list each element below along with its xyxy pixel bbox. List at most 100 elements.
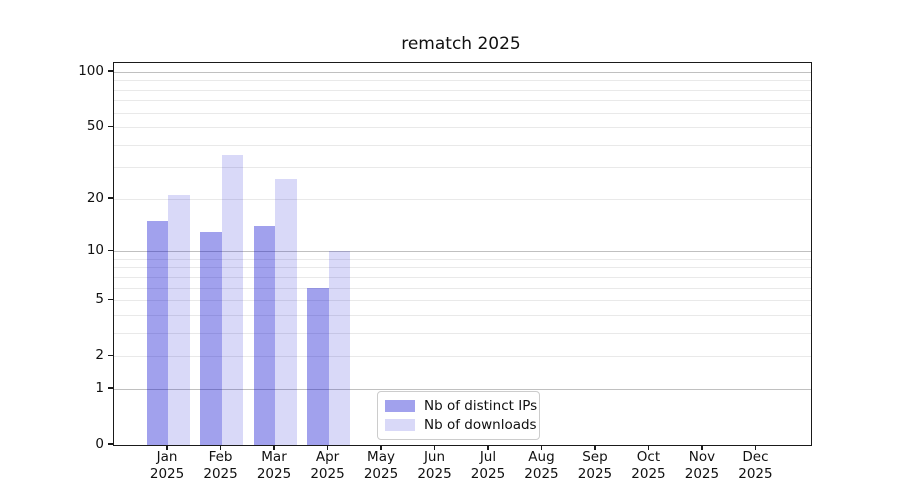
y-tick-label: 20	[86, 189, 104, 206]
minor-gridline	[113, 198, 811, 200]
x-tick-year: 2025	[524, 465, 559, 482]
x-tick-year: 2025	[577, 465, 613, 482]
x-tick-mark	[219, 445, 222, 450]
y-tick-mark	[107, 298, 113, 300]
x-tick-month: Oct	[636, 449, 661, 465]
x-tick-label: May 2025	[351, 449, 411, 482]
x-tick-year: 2025	[417, 465, 452, 482]
minor-gridline	[113, 100, 811, 102]
x-tick-year: 2025	[684, 465, 720, 482]
x-tick-mark	[433, 445, 436, 450]
chart-title: rematch 2025	[401, 34, 521, 54]
x-tick-month: May	[367, 449, 395, 465]
x-tick-year: 2025	[470, 465, 506, 482]
x-tick-month: Dec	[742, 449, 769, 465]
bar-downloads-jan	[168, 195, 190, 445]
x-tick-month: Apr	[315, 449, 340, 465]
y-tick-label: 1	[95, 379, 104, 396]
x-tick-mark	[754, 445, 757, 450]
y-tick-mark	[107, 387, 113, 389]
x-tick-year: 2025	[363, 465, 399, 482]
x-tick-year: 2025	[738, 465, 773, 482]
x-tick-year: 2025	[203, 465, 238, 482]
legend-label: Nb of downloads	[424, 416, 537, 433]
x-tick-mark	[166, 445, 168, 450]
x-tick-label: Feb 2025	[191, 449, 251, 482]
x-tick-label: Jul 2025	[458, 449, 518, 482]
x-tick-mark	[701, 445, 703, 450]
minor-gridline	[113, 112, 811, 114]
major-gridline	[113, 388, 811, 390]
y-tick-mark	[107, 70, 113, 72]
x-tick-label: Mar 2025	[244, 449, 304, 482]
y-tick-mark	[107, 443, 113, 445]
minor-gridline	[113, 276, 811, 278]
bar-downloads-feb	[221, 155, 244, 445]
y-tick-label: 10	[86, 242, 104, 259]
x-tick-label: Jan 2025	[137, 449, 197, 482]
minor-gridline	[113, 258, 811, 260]
major-gridline	[113, 71, 811, 73]
minor-gridline	[113, 287, 811, 289]
y-tick-label: 50	[86, 118, 104, 135]
bar-distinct-ips-mar	[253, 226, 276, 445]
x-tick-label: Oct 2025	[618, 449, 678, 482]
x-tick-year: 2025	[256, 465, 292, 482]
y-tick-label: 100	[78, 62, 104, 79]
bar-distinct-ips-feb	[200, 231, 222, 445]
x-tick-mark	[326, 445, 329, 450]
x-tick-year: 2025	[631, 465, 666, 482]
x-tick-year: 2025	[310, 465, 345, 482]
y-tick-mark	[107, 249, 113, 251]
minor-gridline	[113, 332, 811, 334]
legend-swatch-distinct-ips	[385, 399, 415, 412]
x-tick-month: Mar	[261, 449, 287, 465]
minor-gridline	[113, 167, 811, 169]
y-tick-label: 0	[95, 436, 104, 452]
minor-gridline	[113, 80, 811, 82]
bar-downloads-apr	[328, 251, 351, 445]
x-tick-label: Nov 2025	[672, 449, 732, 482]
x-tick-mark	[487, 445, 489, 450]
major-gridline	[113, 251, 811, 253]
y-tick-label: 5	[95, 291, 104, 308]
minor-gridline	[113, 314, 811, 316]
x-tick-month: Aug	[528, 449, 555, 465]
x-tick-month: Jan	[156, 449, 178, 465]
x-tick-mark	[647, 445, 650, 450]
bar-distinct-ips-apr	[307, 287, 329, 445]
y-tick-mark	[107, 354, 113, 356]
x-tick-month: Nov	[688, 449, 716, 465]
x-tick-mark	[594, 445, 596, 450]
minor-gridline	[113, 267, 811, 269]
legend-item-downloads: Nb of downloads	[385, 415, 537, 434]
x-tick-month: Feb	[208, 449, 233, 465]
bar-downloads-mar	[275, 178, 297, 445]
x-tick-month: Jun	[423, 449, 446, 465]
x-tick-label: Jun 2025	[405, 449, 465, 482]
minor-gridline	[113, 89, 811, 91]
plot-area	[112, 62, 812, 446]
x-tick-month: Jul	[479, 449, 497, 465]
legend: Nb of distinct IPs Nb of downloads	[377, 391, 540, 440]
x-tick-month: Sep	[582, 449, 608, 465]
x-tick-mark	[380, 445, 382, 450]
legend-swatch-downloads	[385, 418, 415, 431]
x-tick-label: Apr 2025	[298, 449, 358, 482]
bar-distinct-ips-jan	[146, 220, 169, 445]
minor-gridline	[113, 356, 811, 358]
y-tick-label: 2	[95, 347, 104, 364]
x-tick-year: 2025	[149, 465, 185, 482]
x-tick-label: Sep 2025	[565, 449, 625, 482]
minor-gridline	[113, 300, 811, 302]
x-tick-mark	[540, 445, 543, 450]
x-tick-label: Dec 2025	[725, 449, 785, 482]
x-tick-mark	[273, 445, 275, 450]
y-tick-mark	[107, 125, 113, 127]
legend-item-distinct-ips: Nb of distinct IPs	[385, 396, 537, 415]
minor-gridline	[113, 127, 811, 129]
y-tick-mark	[107, 197, 113, 199]
x-tick-label: Aug 2025	[511, 449, 571, 482]
legend-label: Nb of distinct IPs	[424, 397, 538, 414]
